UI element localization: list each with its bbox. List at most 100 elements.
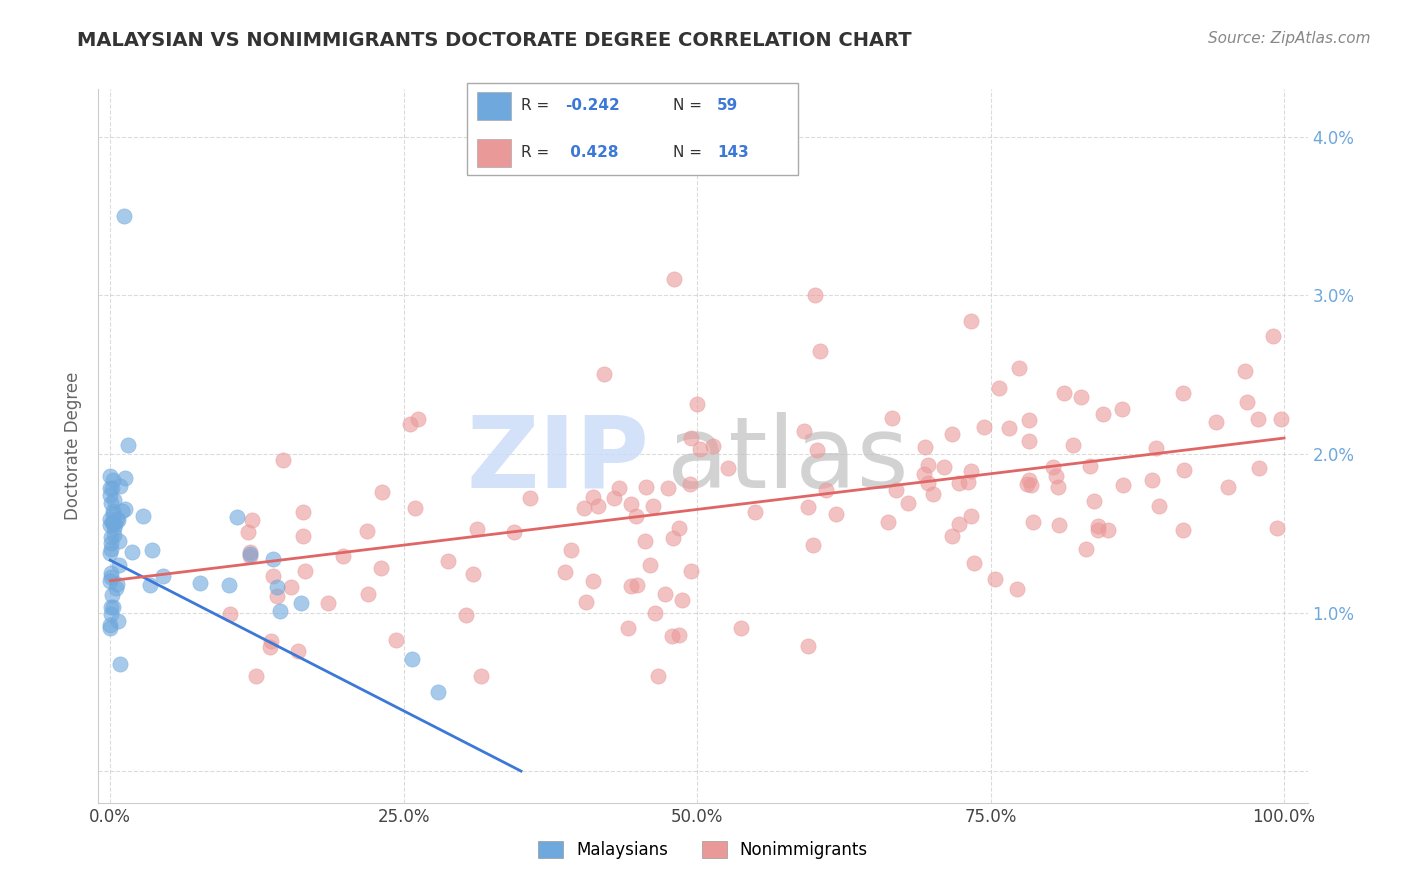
Point — [98, 481, 121, 495]
Point — [101, 507, 124, 521]
Point — [803, 288, 825, 302]
Point — [801, 538, 824, 552]
Point — [141, 543, 163, 558]
Point — [269, 604, 291, 618]
Point — [105, 512, 128, 526]
Point — [384, 632, 406, 647]
Text: 59: 59 — [717, 98, 738, 113]
Point — [1247, 461, 1270, 475]
Point — [973, 420, 995, 434]
Point — [917, 458, 939, 472]
Point — [1018, 413, 1040, 427]
Point — [1046, 479, 1069, 493]
Point — [132, 509, 155, 524]
Point — [188, 575, 211, 590]
Point — [1062, 438, 1084, 452]
Point — [1070, 390, 1092, 404]
Point — [582, 490, 605, 504]
Point — [101, 516, 124, 531]
Point — [744, 505, 766, 519]
Text: MALAYSIAN VS NONIMMIGRANTS DOCTORATE DEGREE CORRELATION CHART: MALAYSIAN VS NONIMMIGRANTS DOCTORATE DEG… — [77, 31, 912, 50]
Point — [114, 501, 136, 516]
Point — [797, 500, 820, 514]
Point — [1144, 442, 1167, 456]
Point — [107, 558, 129, 573]
Point — [1078, 458, 1101, 473]
Point — [292, 529, 315, 543]
Point — [730, 621, 752, 635]
Text: atlas: atlas — [666, 412, 908, 508]
Point — [668, 521, 690, 535]
Point — [1074, 542, 1097, 557]
Point — [399, 417, 422, 431]
Point — [98, 546, 121, 560]
Point — [586, 499, 609, 513]
Point — [280, 580, 302, 594]
Point — [266, 590, 288, 604]
Point — [111, 504, 134, 518]
Point — [239, 549, 262, 564]
Text: R =: R = — [522, 98, 550, 113]
Point — [638, 558, 661, 573]
Point — [318, 597, 340, 611]
Point — [960, 464, 983, 478]
Point — [1008, 361, 1031, 376]
Point — [1142, 473, 1164, 487]
Point — [797, 639, 820, 653]
Point — [1087, 524, 1109, 538]
Point — [657, 481, 679, 495]
Point — [108, 479, 131, 493]
Point — [100, 599, 122, 614]
Point — [575, 594, 598, 608]
Point — [1045, 469, 1067, 483]
Point — [218, 578, 240, 592]
Point — [406, 411, 429, 425]
Point — [263, 569, 285, 583]
Point — [98, 618, 121, 632]
Point — [662, 531, 685, 545]
Point — [1017, 476, 1039, 491]
Point — [609, 481, 631, 495]
Point — [245, 669, 267, 683]
Point — [814, 483, 837, 497]
Point — [107, 615, 129, 629]
Point — [370, 561, 392, 575]
Point — [100, 530, 122, 544]
Point — [101, 588, 124, 602]
Point — [103, 504, 125, 518]
Point — [98, 512, 121, 526]
Point — [152, 568, 174, 582]
Point — [998, 420, 1021, 434]
Point — [98, 574, 121, 588]
Point — [582, 574, 605, 588]
Point — [560, 543, 582, 558]
Point — [626, 577, 648, 591]
Point — [1173, 463, 1195, 477]
Point — [100, 542, 122, 557]
Point — [1019, 477, 1042, 491]
Point — [702, 439, 724, 453]
Point — [371, 484, 394, 499]
Text: 143: 143 — [717, 145, 749, 161]
Point — [262, 551, 284, 566]
Text: -0.242: -0.242 — [565, 98, 620, 113]
Point — [1236, 394, 1258, 409]
Point — [100, 481, 122, 495]
Point — [917, 476, 939, 491]
Point — [271, 452, 294, 467]
Point — [617, 621, 640, 635]
Point — [100, 607, 122, 621]
Point — [554, 565, 576, 579]
Point — [1018, 434, 1040, 449]
Point — [101, 473, 124, 487]
Point — [603, 491, 626, 505]
Point — [100, 536, 122, 550]
Point — [105, 581, 128, 595]
Point — [793, 424, 815, 438]
Point — [880, 411, 903, 425]
Point — [470, 669, 492, 683]
Point — [1270, 412, 1292, 426]
Point — [404, 500, 426, 515]
Point — [922, 487, 945, 501]
Point — [624, 509, 647, 524]
